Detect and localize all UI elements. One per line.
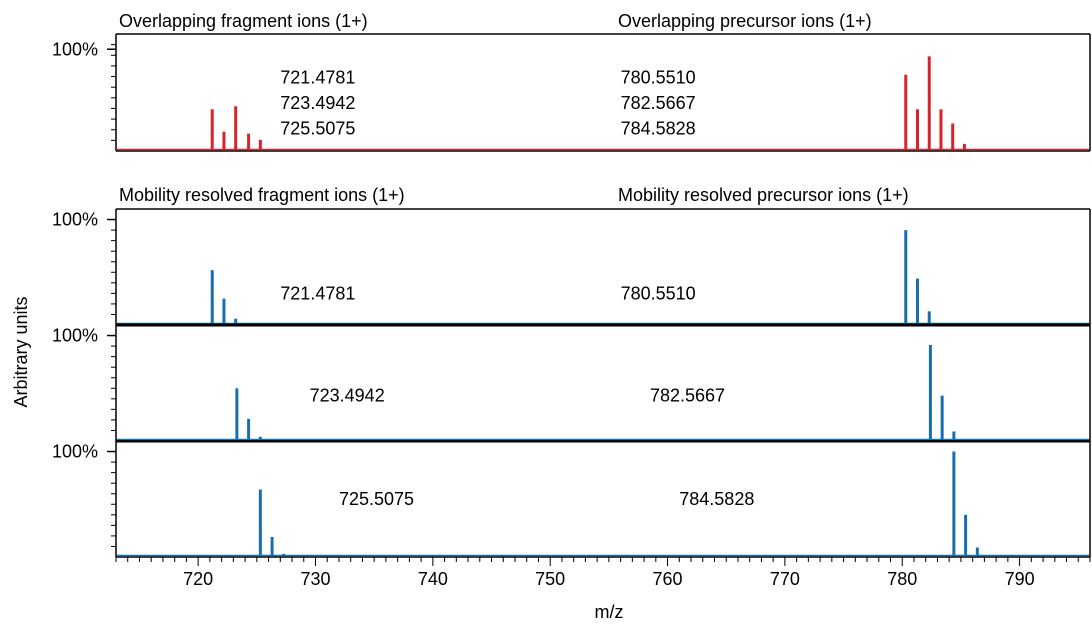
peak-mz-annotation: 780.5510 [621, 283, 696, 303]
x-tick-label: 790 [1005, 569, 1035, 589]
x-tick-label: 770 [770, 569, 800, 589]
peak-mz-annotation: 725.5075 [280, 119, 355, 139]
x-tick-label: 750 [535, 569, 565, 589]
y-100-percent-label: 100% [52, 210, 98, 230]
y-100-percent-label: 100% [52, 442, 98, 462]
panel-title-fragment: Mobility resolved fragment ions (1+) [119, 185, 405, 205]
x-tick-label: 760 [653, 569, 683, 589]
peak-mz-annotation: 725.5075 [339, 489, 414, 509]
peak-mz-annotation: 780.5510 [621, 68, 696, 88]
peak-mz-annotation: 782.5667 [650, 386, 725, 406]
x-axis-label: m/z [595, 602, 624, 622]
x-tick-label: 730 [300, 569, 330, 589]
peak-mz-annotation: 723.4942 [310, 386, 385, 406]
y-axis-label: Arbitrary units [11, 296, 31, 407]
peak-mz-annotation: 784.5828 [621, 119, 696, 139]
panel-title-precursor: Overlapping precursor ions (1+) [618, 11, 872, 31]
y-100-percent-label: 100% [52, 39, 98, 59]
x-tick-label: 780 [887, 569, 917, 589]
y-100-percent-label: 100% [52, 326, 98, 346]
peak-mz-annotation: 721.4781 [280, 68, 355, 88]
peak-mz-annotation: 782.5667 [621, 93, 696, 113]
x-tick-label: 740 [418, 569, 448, 589]
x-tick-label: 720 [183, 569, 213, 589]
peak-mz-annotation: 721.4781 [280, 283, 355, 303]
peak-mz-annotation: 784.5828 [679, 489, 754, 509]
peak-mz-annotation: 723.4942 [280, 93, 355, 113]
panel-title-precursor: Mobility resolved precursor ions (1+) [618, 185, 909, 205]
panel-title-fragment: Overlapping fragment ions (1+) [119, 11, 368, 31]
